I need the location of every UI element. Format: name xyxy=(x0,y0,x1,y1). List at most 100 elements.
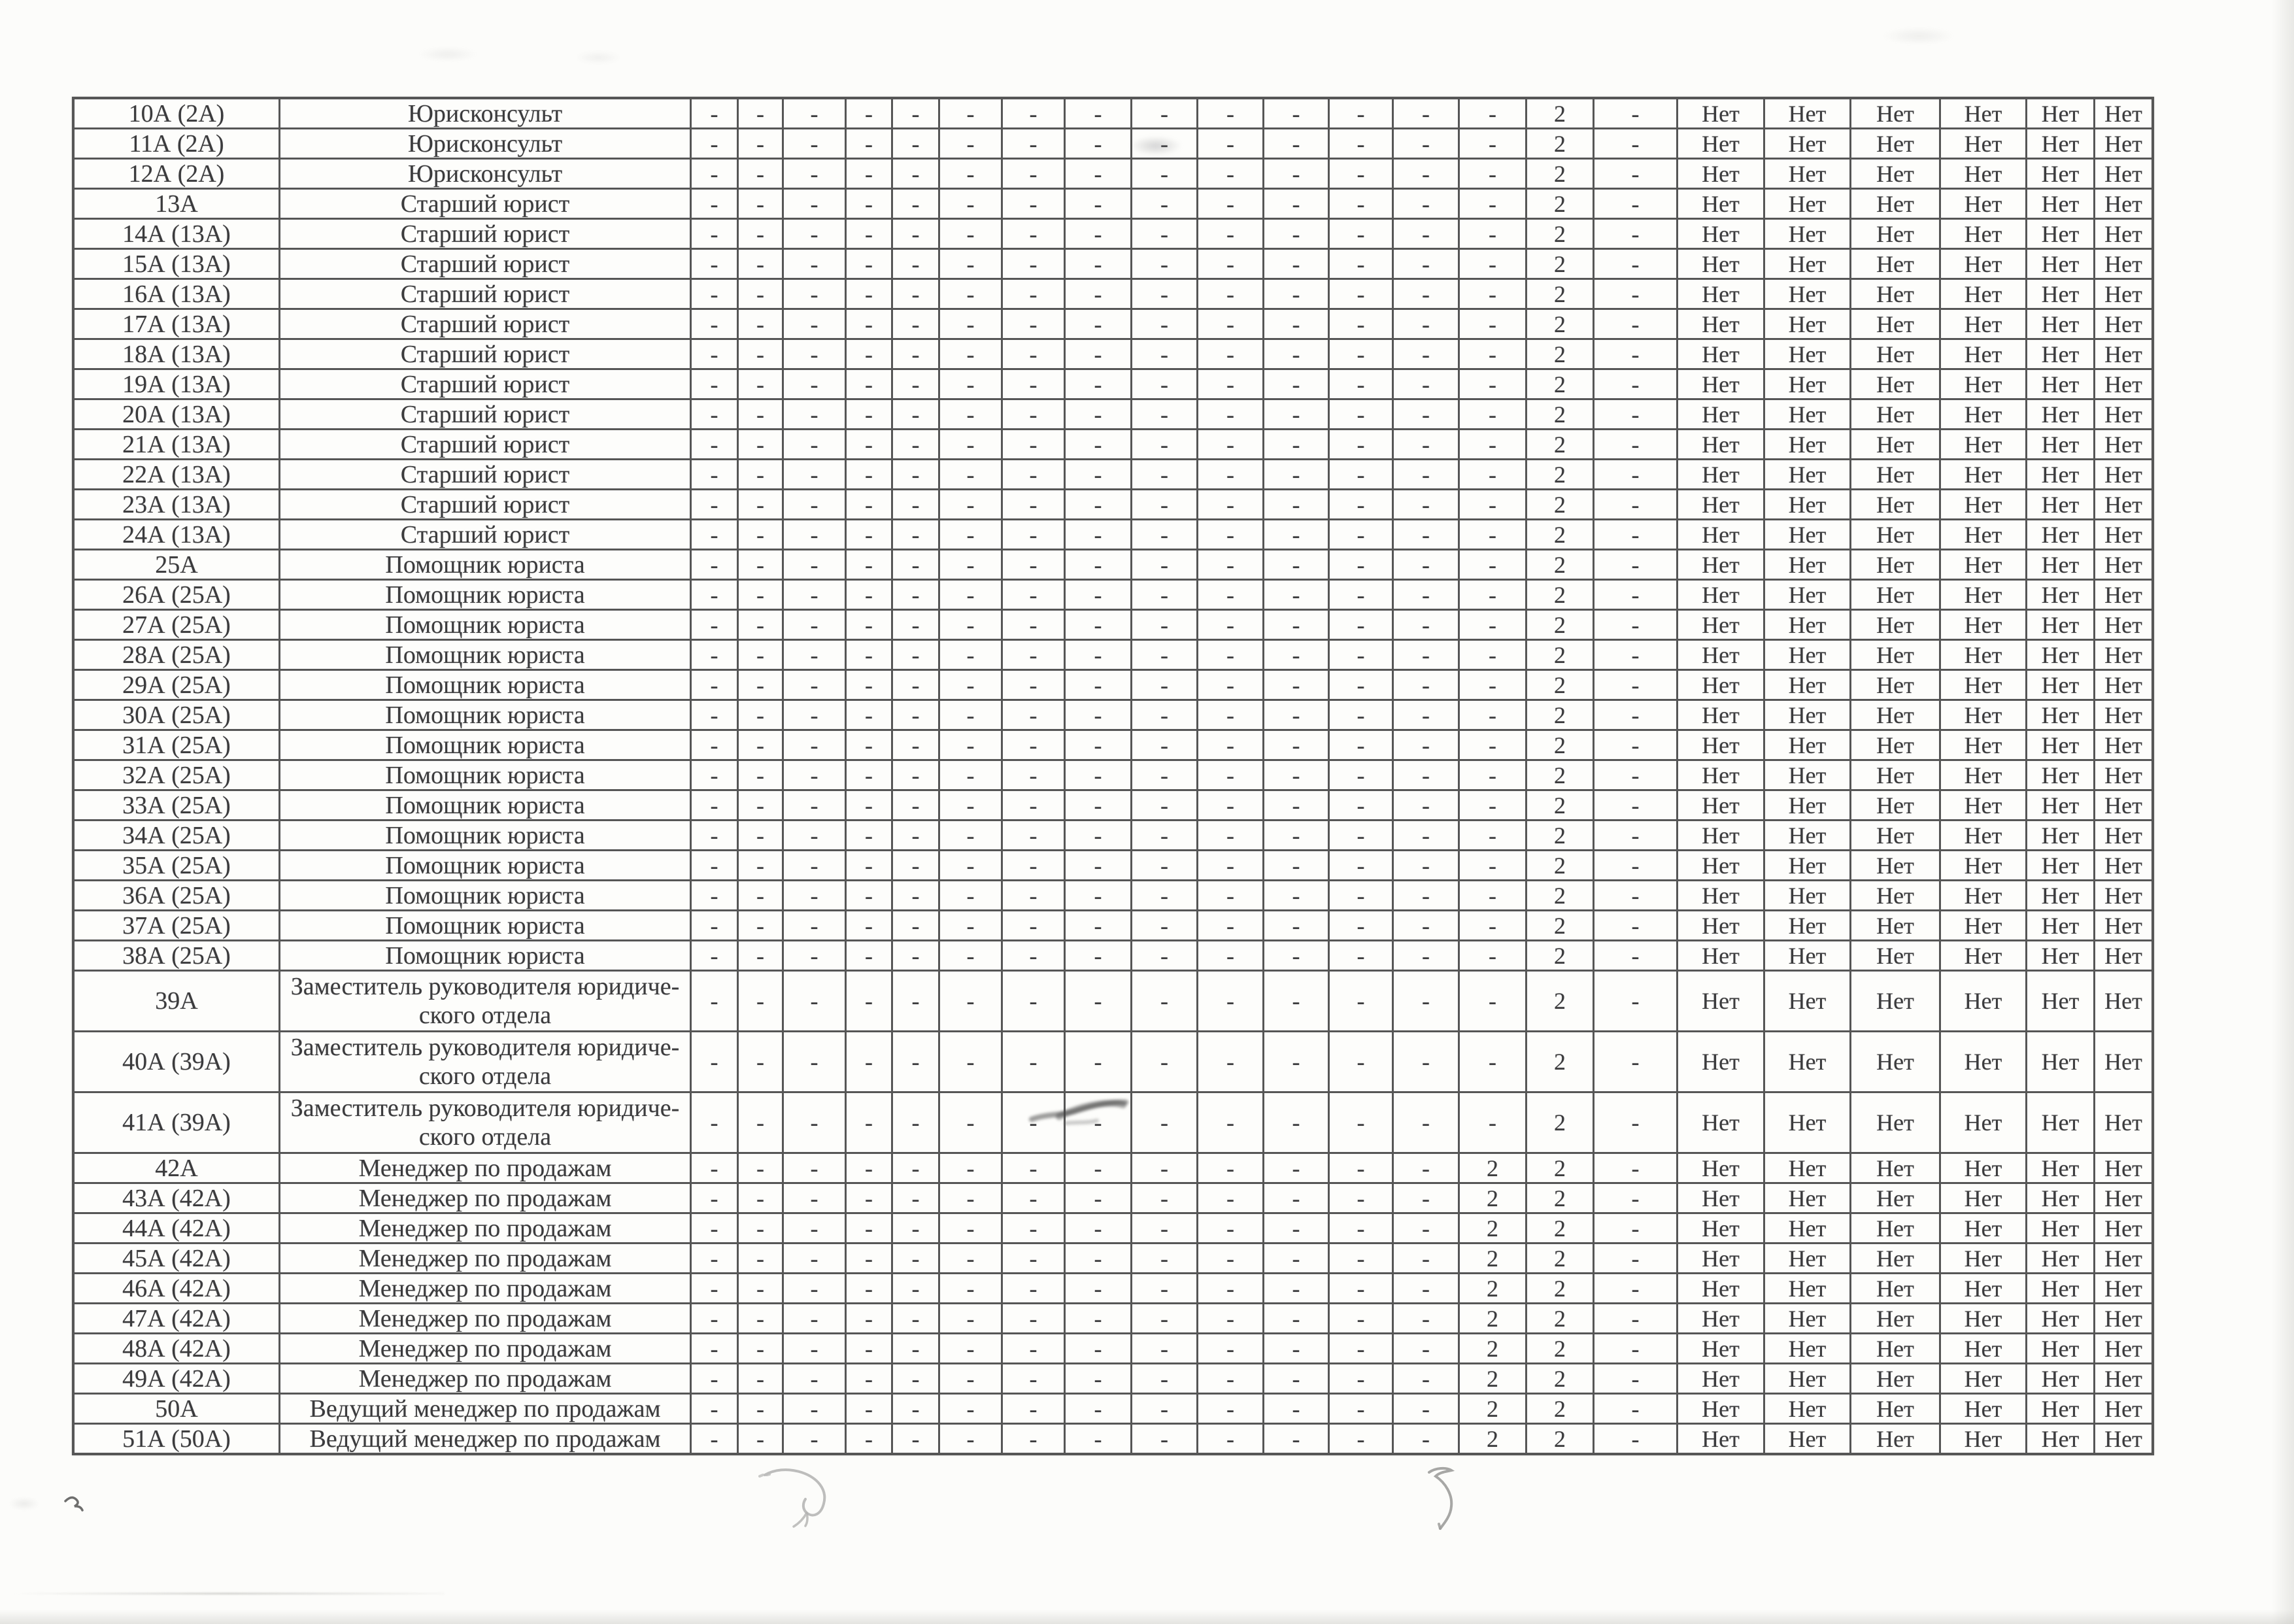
value-cell: Нет xyxy=(1851,581,1939,609)
value-cell: - xyxy=(692,490,737,518)
value-cell: - xyxy=(784,581,845,609)
value-cell: - xyxy=(1003,761,1064,789)
value-cell: - xyxy=(1594,1093,1676,1152)
row-code-cell: 14А (13А) xyxy=(75,220,278,248)
row-code-cell: 24А (13А) xyxy=(75,520,278,549)
position-title-line1: Заместитель руководителя юридиче- xyxy=(290,973,680,1000)
value-cell: Нет xyxy=(1678,1364,1763,1393)
value-cell: - xyxy=(1594,250,1676,278)
value-cell: - xyxy=(893,370,938,398)
value-cell: - xyxy=(1003,190,1064,218)
value-cell: - xyxy=(784,1154,845,1182)
value-cell: 2 xyxy=(1527,1154,1593,1182)
value-cell: Нет xyxy=(1851,430,1939,458)
value-cell: - xyxy=(847,520,891,549)
row-code-cell: 31А (25А) xyxy=(75,731,278,759)
value-cell: - xyxy=(784,611,845,639)
value-cell: - xyxy=(1264,671,1328,699)
value-cell: - xyxy=(1330,611,1392,639)
value-cell: Нет xyxy=(2095,340,2151,368)
value-cell: - xyxy=(739,972,782,1030)
value-cell: - xyxy=(1394,911,1458,939)
value-cell: - xyxy=(1460,490,1525,518)
value-cell: Нет xyxy=(2095,611,2151,639)
value-cell: - xyxy=(1460,160,1525,188)
value-cell: - xyxy=(893,972,938,1030)
value-cell: Нет xyxy=(1851,1184,1939,1212)
value-cell: Нет xyxy=(1941,370,2025,398)
value-cell: - xyxy=(940,821,1001,849)
value-cell: Нет xyxy=(1765,1334,1849,1362)
value-cell: - xyxy=(1198,280,1262,308)
position-title-cell: Менеджер по продажам xyxy=(280,1184,690,1212)
value-cell: 2 xyxy=(1527,310,1593,338)
value-cell: - xyxy=(692,99,737,127)
table-row: 48А (42А) Менеджер по продажам - - - - - - - - - - -… xyxy=(75,1334,2151,1362)
table-row: 16А (13А) Старший юрист - - - - - - - - - - - - - -2- Не… xyxy=(75,280,2151,308)
value-cell: - xyxy=(847,611,891,639)
value-cell: - xyxy=(1330,761,1392,789)
position-title-cell: Старший юрист xyxy=(280,370,690,398)
value-cell: Нет xyxy=(1851,1334,1939,1362)
value-cell: Нет xyxy=(1941,581,2025,609)
value-cell: Нет xyxy=(1765,99,1849,127)
value-cell: 2 xyxy=(1527,550,1593,579)
value-cell: 2 xyxy=(1527,761,1593,789)
position-title-line1: Старший юрист xyxy=(400,310,570,338)
value-cell: - xyxy=(739,671,782,699)
value-cell: 2 xyxy=(1527,520,1593,549)
value-cell: - xyxy=(1330,220,1392,248)
position-title-line1: Помощник юриста xyxy=(385,581,585,609)
value-cell: - xyxy=(1198,550,1262,579)
row-code-cell: 16А (13А) xyxy=(75,280,278,308)
value-cell: Нет xyxy=(1851,671,1939,699)
value-cell: Нет xyxy=(1941,1154,2025,1182)
value-cell: Нет xyxy=(2095,791,2151,819)
value-cell: Нет xyxy=(1851,1214,1939,1242)
table-row: 20А (13А) Старший юрист - - - - - - - - - - - - - -2- Не… xyxy=(75,400,2151,428)
value-cell: 2 xyxy=(1527,1184,1593,1212)
value-cell: - xyxy=(893,190,938,218)
value-cell: - xyxy=(940,1244,1001,1272)
value-cell: Нет xyxy=(1678,340,1763,368)
value-cell: - xyxy=(1132,1304,1196,1332)
value-cell: - xyxy=(1460,550,1525,579)
value-cell: Нет xyxy=(2095,250,2151,278)
value-cell: - xyxy=(739,881,782,909)
value-cell: 2 xyxy=(1527,129,1593,158)
value-cell: - xyxy=(1330,550,1392,579)
value-cell: - xyxy=(1003,1334,1064,1362)
value-cell: - xyxy=(893,761,938,789)
value-cell: - xyxy=(1264,99,1328,127)
value-cell: - xyxy=(1132,460,1196,488)
value-cell: - xyxy=(784,430,845,458)
value-cell: Нет xyxy=(2095,641,2151,669)
value-cell: Нет xyxy=(1765,310,1849,338)
value-cell: Нет xyxy=(1851,1032,1939,1091)
value-cell: - xyxy=(1003,520,1064,549)
value-cell: Нет xyxy=(1678,280,1763,308)
value-cell: - xyxy=(739,1425,782,1453)
position-title-cell: Старший юрист xyxy=(280,520,690,549)
value-cell: - xyxy=(847,220,891,248)
value-cell: Нет xyxy=(2095,972,2151,1030)
value-cell: - xyxy=(847,160,891,188)
value-cell: - xyxy=(1264,340,1328,368)
value-cell: Нет xyxy=(1851,701,1939,729)
value-cell: - xyxy=(1132,611,1196,639)
position-title-cell: Помощник юриста xyxy=(280,761,690,789)
value-cell: - xyxy=(1132,490,1196,518)
table-row: 30А (25А) Помощник юриста - - - - - - - - - - - - - -2-… xyxy=(75,701,2151,729)
value-cell: - xyxy=(1066,1274,1130,1302)
value-cell: - xyxy=(847,1274,891,1302)
scan-line-bottom xyxy=(13,1593,445,1595)
value-cell: - xyxy=(692,641,737,669)
value-cell: 2 xyxy=(1527,1334,1593,1362)
value-cell: - xyxy=(940,1184,1001,1212)
value-cell: - xyxy=(1330,1244,1392,1272)
value-cell: - xyxy=(940,1154,1001,1182)
value-cell: Нет xyxy=(1678,220,1763,248)
table-row: 18А (13А) Старший юрист - - - - - - - - - - - - - -2- Не… xyxy=(75,340,2151,368)
value-cell: - xyxy=(940,490,1001,518)
value-cell: - xyxy=(893,941,938,970)
